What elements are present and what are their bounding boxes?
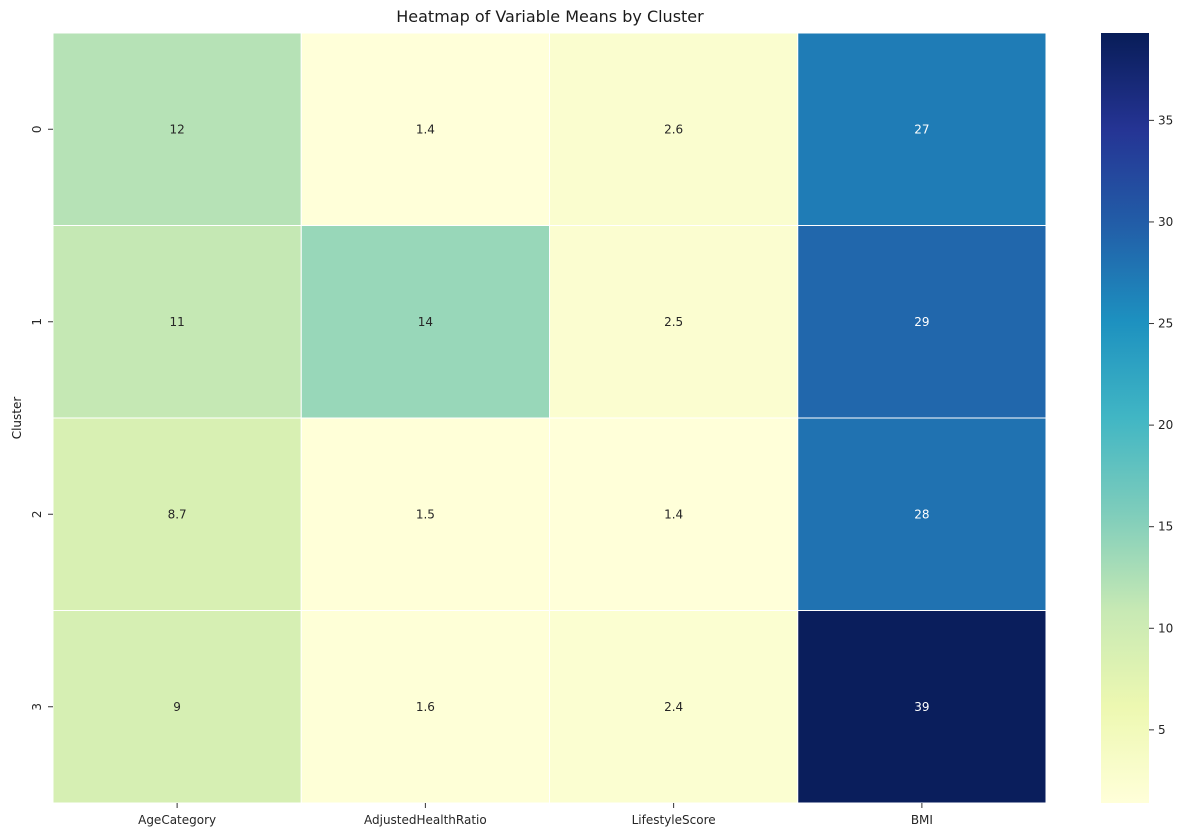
y-axis: 0 1 2 3 (30, 125, 53, 711)
x-tick-label: BMI (911, 813, 933, 827)
heatmap-cell (549, 610, 799, 804)
heatmap-cell (300, 32, 550, 226)
colorbar-tick-label: 25 (1158, 317, 1173, 331)
colorbar-tick-label: 30 (1158, 215, 1173, 229)
x-axis: AgeCategory AdjustedHealthRatio LifestyleS… (138, 803, 933, 827)
cell-value-label: 1.4 (416, 122, 435, 136)
heatmap-cells: 12 1.4 2.6 27 11 14 2.5 29 8.7 1.5 1.4 28 9 1.6 2.4 39 (52, 32, 1047, 804)
cell-value-label: 39 (914, 700, 929, 714)
y-tick-label: 3 (30, 703, 44, 711)
y-tick-label: 0 (30, 125, 44, 133)
chart-title: Heatmap of Variable Means by Cluster (396, 7, 704, 26)
cell-value-label: 9 (173, 700, 181, 714)
heatmap-cell (797, 225, 1047, 419)
colorbar-tick-label: 10 (1158, 621, 1173, 635)
colorbar-tick-label: 20 (1158, 418, 1173, 432)
cell-value-label: 28 (914, 507, 929, 521)
heatmap-cell (797, 610, 1047, 804)
cell-value-label: 2.4 (664, 700, 683, 714)
x-tick-label: AdjustedHealthRatio (364, 813, 487, 827)
cell-value-label: 1.5 (416, 507, 435, 521)
heatmap-cell (300, 417, 550, 611)
colorbar: 5 10 15 20 25 30 35 (1101, 33, 1173, 803)
cell-value-label: 2.5 (664, 315, 683, 329)
x-tick-label: LifestyleScore (632, 813, 716, 827)
cell-value-label: 8.7 (168, 507, 187, 521)
heatmap-cell (300, 225, 550, 419)
colorbar-gradient (1101, 33, 1149, 803)
cell-value-label: 14 (418, 315, 433, 329)
heatmap-cell (797, 32, 1047, 226)
y-axis-label: Cluster (10, 397, 24, 440)
heatmap-cell (549, 32, 799, 226)
heatmap-cell (52, 610, 302, 804)
x-tick-label: AgeCategory (138, 813, 216, 827)
cell-value-label: 2.6 (664, 122, 683, 136)
y-tick-label: 1 (30, 318, 44, 326)
colorbar-tick-label: 35 (1158, 113, 1173, 127)
colorbar-tick-label: 5 (1158, 723, 1166, 737)
heatmap-cell (52, 32, 302, 226)
cell-value-label: 1.4 (664, 507, 683, 521)
cell-value-label: 27 (914, 122, 929, 136)
cell-value-label: 11 (169, 315, 184, 329)
heatmap-cell (300, 610, 550, 804)
heatmap-cell (52, 225, 302, 419)
cell-value-label: 1.6 (416, 700, 435, 714)
cell-value-label: 29 (914, 315, 929, 329)
cell-value-label: 12 (169, 122, 184, 136)
y-tick-label: 2 (30, 510, 44, 518)
heatmap-cell (797, 417, 1047, 611)
heatmap-cell (549, 225, 799, 419)
colorbar-tick-label: 15 (1158, 520, 1173, 534)
